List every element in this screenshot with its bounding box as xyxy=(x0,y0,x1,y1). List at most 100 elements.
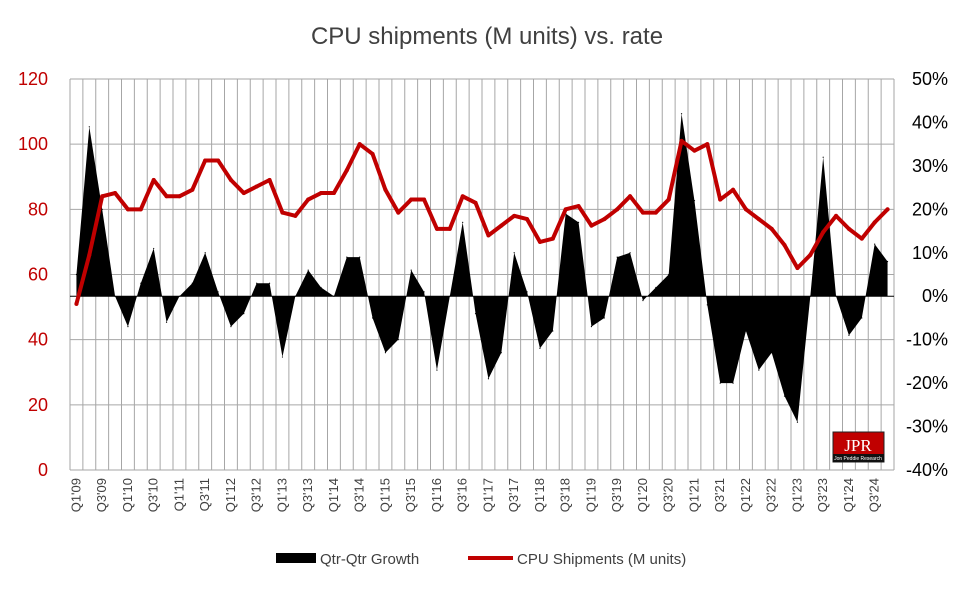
shipments-point xyxy=(859,236,864,241)
growth-point xyxy=(616,256,618,258)
shipments-point xyxy=(821,230,826,235)
shipments-point xyxy=(743,207,748,212)
growth-point xyxy=(384,352,387,354)
x-tick-label: Q3'11 xyxy=(197,478,212,511)
legend-swatch-growth xyxy=(276,553,316,563)
growth-point xyxy=(397,339,399,341)
shipments-point xyxy=(370,151,375,156)
shipments-point xyxy=(409,197,414,202)
shipments-point xyxy=(512,213,517,218)
shipments-point xyxy=(666,197,671,202)
growth-point xyxy=(320,286,322,289)
growth-point xyxy=(230,326,232,328)
growth-point xyxy=(771,352,773,354)
right-tick-label: 30% xyxy=(912,156,948,176)
right-tick-label: -40% xyxy=(906,460,948,480)
right-tick-label: 10% xyxy=(912,243,948,263)
growth-point xyxy=(359,256,361,258)
shipments-line-series xyxy=(74,138,890,306)
growth-point xyxy=(436,369,438,371)
shipments-point xyxy=(447,226,452,231)
shipments-point xyxy=(769,226,774,231)
growth-point xyxy=(165,321,168,323)
growth-point xyxy=(655,286,657,289)
shipments-point xyxy=(679,138,684,143)
shipments-point xyxy=(834,213,839,218)
shipments-point xyxy=(306,197,311,202)
growth-point xyxy=(281,356,284,358)
growth-point xyxy=(680,113,683,115)
shipments-point xyxy=(589,223,594,228)
shipments-point xyxy=(151,178,156,183)
left-tick-label: 80 xyxy=(28,199,48,219)
legend-label-shipments: CPU Shipments (M units) xyxy=(517,551,686,568)
shipments-point xyxy=(782,243,787,248)
shipments-point xyxy=(254,184,259,189)
left-tick-label: 0 xyxy=(38,460,48,480)
shipments-point xyxy=(331,191,336,196)
right-tick-label: -20% xyxy=(906,373,948,393)
legend: Qtr-Qtr Growth CPU Shipments (M units) xyxy=(276,551,686,568)
shipments-point xyxy=(640,210,645,215)
shipments-point xyxy=(653,210,658,215)
shipments-point xyxy=(203,158,208,163)
shipments-point xyxy=(216,158,221,163)
shipments-point xyxy=(177,194,182,199)
x-tick-label: Q1'10 xyxy=(120,478,135,512)
growth-point xyxy=(848,334,850,336)
right-tick-label: 50% xyxy=(912,69,948,89)
shipments-point xyxy=(138,207,143,212)
growth-point xyxy=(371,317,374,319)
x-tick-label: Q3'24 xyxy=(867,478,882,512)
x-tick-label: Q1'09 xyxy=(68,478,83,512)
shipments-point xyxy=(87,252,92,257)
x-tick-label: Q3'15 xyxy=(403,478,418,512)
shipments-point xyxy=(113,191,118,196)
shipments-point xyxy=(795,265,800,270)
x-tick-label: Q1'18 xyxy=(532,478,547,512)
right-tick-label: 0% xyxy=(922,286,948,306)
growth-point xyxy=(874,243,876,245)
growth-point xyxy=(590,326,593,328)
shipments-point xyxy=(125,207,130,212)
growth-area-series xyxy=(75,113,889,423)
x-tick-label: Q1'17 xyxy=(480,478,495,512)
left-tick-label: 20 xyxy=(28,395,48,415)
x-tick-label: Q1'19 xyxy=(583,478,598,512)
growth-point xyxy=(410,269,412,271)
growth-point xyxy=(758,369,760,371)
x-tick-label: Q3'22 xyxy=(764,478,779,512)
logo-band xyxy=(833,454,884,462)
left-tick-label: 40 xyxy=(28,330,48,350)
x-tick-label: Q3'09 xyxy=(94,478,109,512)
shipments-point xyxy=(525,217,530,222)
growth-point xyxy=(243,313,245,315)
shipments-point xyxy=(241,191,246,196)
shipments-point xyxy=(190,187,195,192)
growth-point xyxy=(217,291,219,293)
growth-point xyxy=(732,382,734,384)
growth-point xyxy=(256,282,258,284)
shipments-point xyxy=(100,194,105,199)
growth-point xyxy=(204,252,206,254)
growth-point xyxy=(268,282,271,284)
shipments-point xyxy=(563,207,568,212)
right-tick-label: -30% xyxy=(906,417,948,437)
x-tick-label: Q3'20 xyxy=(661,478,676,512)
x-tick-label: Q3'14 xyxy=(352,478,367,512)
shipments-point xyxy=(422,197,427,202)
growth-point xyxy=(500,352,502,354)
growth-point xyxy=(796,421,799,423)
growth-point xyxy=(153,247,155,250)
x-tick-label: Q3'18 xyxy=(558,478,573,512)
x-tick-label: Q3'12 xyxy=(249,478,264,512)
shipments-point xyxy=(344,168,349,173)
x-tick-label: Q1'16 xyxy=(429,478,444,512)
shipments-point xyxy=(872,220,877,225)
shipments-point xyxy=(280,210,285,215)
growth-point xyxy=(307,269,309,271)
left-axis: 0 20 40 60 80 100 120 xyxy=(18,69,48,480)
left-tick-label: 60 xyxy=(28,265,48,285)
legend-label-growth: Qtr-Qtr Growth xyxy=(320,551,419,568)
right-tick-label: 40% xyxy=(912,112,948,132)
